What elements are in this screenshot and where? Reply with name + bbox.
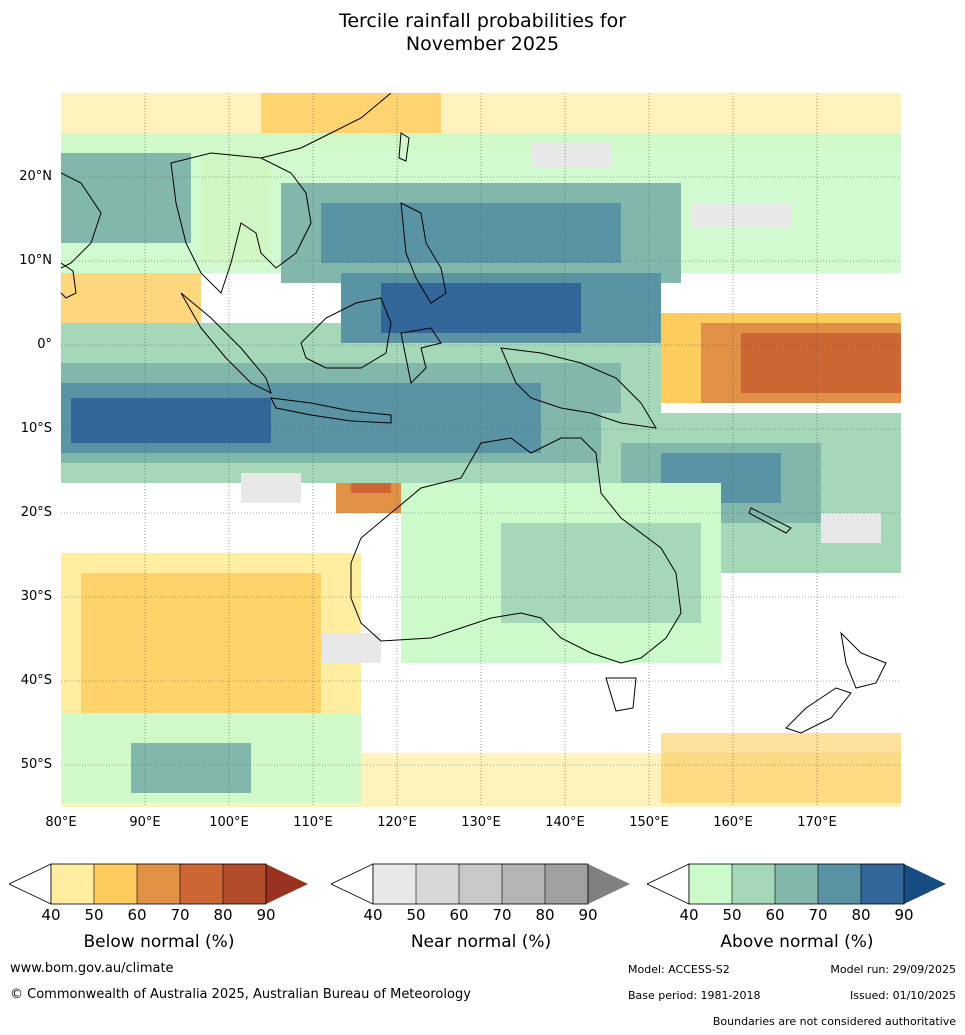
near-swatch-70: [502, 864, 545, 904]
above-swatch-60: [775, 864, 818, 904]
above-swatch-80: [861, 864, 904, 904]
tasmania-coast: [605, 677, 637, 712]
sri-lanka-coast: [61, 262, 77, 299]
taiwan-coast: [398, 132, 410, 162]
footer-copyright: © Commonwealth of Australia 2025, Austra…: [10, 987, 471, 1002]
lon-label-130e: 130°E: [461, 815, 501, 830]
above-swatch-50: [732, 864, 775, 904]
below-tick-60: 60: [127, 906, 147, 924]
near-tick-40: 40: [363, 906, 383, 924]
lat-label-40s: 40°S: [20, 673, 52, 688]
near-extend-high: [588, 864, 630, 904]
sumatra-coast: [180, 292, 272, 394]
above-tick-80: 80: [851, 906, 871, 924]
above-tick-90: 90: [894, 906, 914, 924]
near-normal-title: Near normal (%): [410, 932, 552, 952]
above-normal-field: [61, 133, 901, 803]
footer-model: Model: ACCESS-S2: [628, 963, 730, 976]
new-zealand-south: [785, 687, 852, 734]
map-canvas: [61, 93, 901, 807]
map-title: Tercile rainfall probabilities for Novem…: [0, 10, 965, 56]
java-coast: [270, 397, 392, 424]
lon-label-160e: 160°E: [713, 815, 753, 830]
lon-label-150e: 150°E: [629, 815, 669, 830]
footer-boundaries-note: Boundaries are not considered authoritat…: [712, 1015, 956, 1028]
below-extend-low: [9, 863, 52, 905]
india-coast: [61, 172, 102, 269]
near-normal-field: [241, 143, 881, 663]
above-tick-70: 70: [808, 906, 828, 924]
china-coast: [260, 93, 392, 159]
lon-label-140e: 140°E: [545, 815, 585, 830]
colorbar-near-normal: [331, 863, 630, 905]
coastlines: [61, 93, 887, 734]
footer-base-period: Base period: 1981-2018: [628, 989, 761, 1002]
near-swatch-40: [373, 864, 416, 904]
above-swatch-40: [689, 864, 732, 904]
near-swatch-50: [416, 864, 459, 904]
near-tick-70: 70: [492, 906, 512, 924]
below-swatch-50: [94, 864, 137, 904]
footer-issued: Issued: 01/10/2025: [849, 989, 956, 1002]
near-extend-low: [331, 863, 374, 905]
near-tick-80: 80: [535, 906, 555, 924]
below-swatch-70: [180, 864, 223, 904]
below-tick-50: 50: [84, 906, 104, 924]
below-normal-title: Below normal (%): [83, 932, 235, 952]
below-tick-90: 90: [256, 906, 276, 924]
below-extend-high: [266, 864, 308, 904]
lat-label-10s: 10°S: [20, 421, 52, 436]
lat-label-20s: 20°S: [20, 505, 52, 520]
new-zealand-north: [840, 631, 887, 689]
above-tick-40: 40: [679, 906, 699, 924]
lon-label-100e: 100°E: [209, 815, 249, 830]
lat-label-0: 0°: [37, 337, 52, 352]
lon-label-170e: 170°E: [797, 815, 837, 830]
footer-model-run: Model run: 29/09/2025: [830, 963, 956, 976]
near-swatch-80: [545, 864, 588, 904]
below-swatch-60: [137, 864, 180, 904]
below-tick-40: 40: [41, 906, 61, 924]
above-swatch-70: [818, 864, 861, 904]
colorbar-above-normal: [647, 863, 946, 905]
colorbar-below-normal: [9, 863, 308, 905]
lat-label-20n: 20°N: [19, 169, 52, 184]
lat-label-50s: 50°S: [20, 757, 52, 772]
below-tick-80: 80: [213, 906, 233, 924]
indochina-coast: [170, 152, 312, 294]
lat-label-30s: 30°S: [20, 589, 52, 604]
above-extend-low: [647, 863, 690, 905]
philippines-coast: [400, 202, 447, 304]
footer-website: www.bom.gov.au/climate: [10, 961, 174, 976]
below-swatch-40: [51, 864, 94, 904]
lon-label-120e: 120°E: [377, 815, 417, 830]
above-extend-high: [904, 864, 946, 904]
australia-coast: [350, 437, 682, 664]
borneo-coast: [300, 297, 392, 369]
new-caledonia-coast: [748, 507, 792, 534]
below-swatch-80: [223, 864, 266, 904]
rainfall-probability-map: [61, 93, 901, 807]
lat-label-10n: 10°N: [19, 253, 52, 268]
above-tick-60: 60: [765, 906, 785, 924]
lon-label-90e: 90°E: [129, 815, 161, 830]
title-line-1: Tercile rainfall probabilities for: [338, 10, 627, 32]
lon-label-80e: 80°E: [45, 815, 77, 830]
graticule: [61, 93, 901, 807]
title-line-2: November 2025: [405, 33, 560, 55]
near-tick-90: 90: [578, 906, 598, 924]
lon-label-110e: 110°E: [293, 815, 333, 830]
near-tick-50: 50: [406, 906, 426, 924]
below-tick-70: 70: [170, 906, 190, 924]
near-swatch-60: [459, 864, 502, 904]
new-guinea-coast: [500, 347, 657, 429]
above-tick-50: 50: [722, 906, 742, 924]
near-tick-60: 60: [449, 906, 469, 924]
sulawesi-coast: [400, 327, 442, 385]
above-normal-title: Above normal (%): [720, 932, 874, 952]
